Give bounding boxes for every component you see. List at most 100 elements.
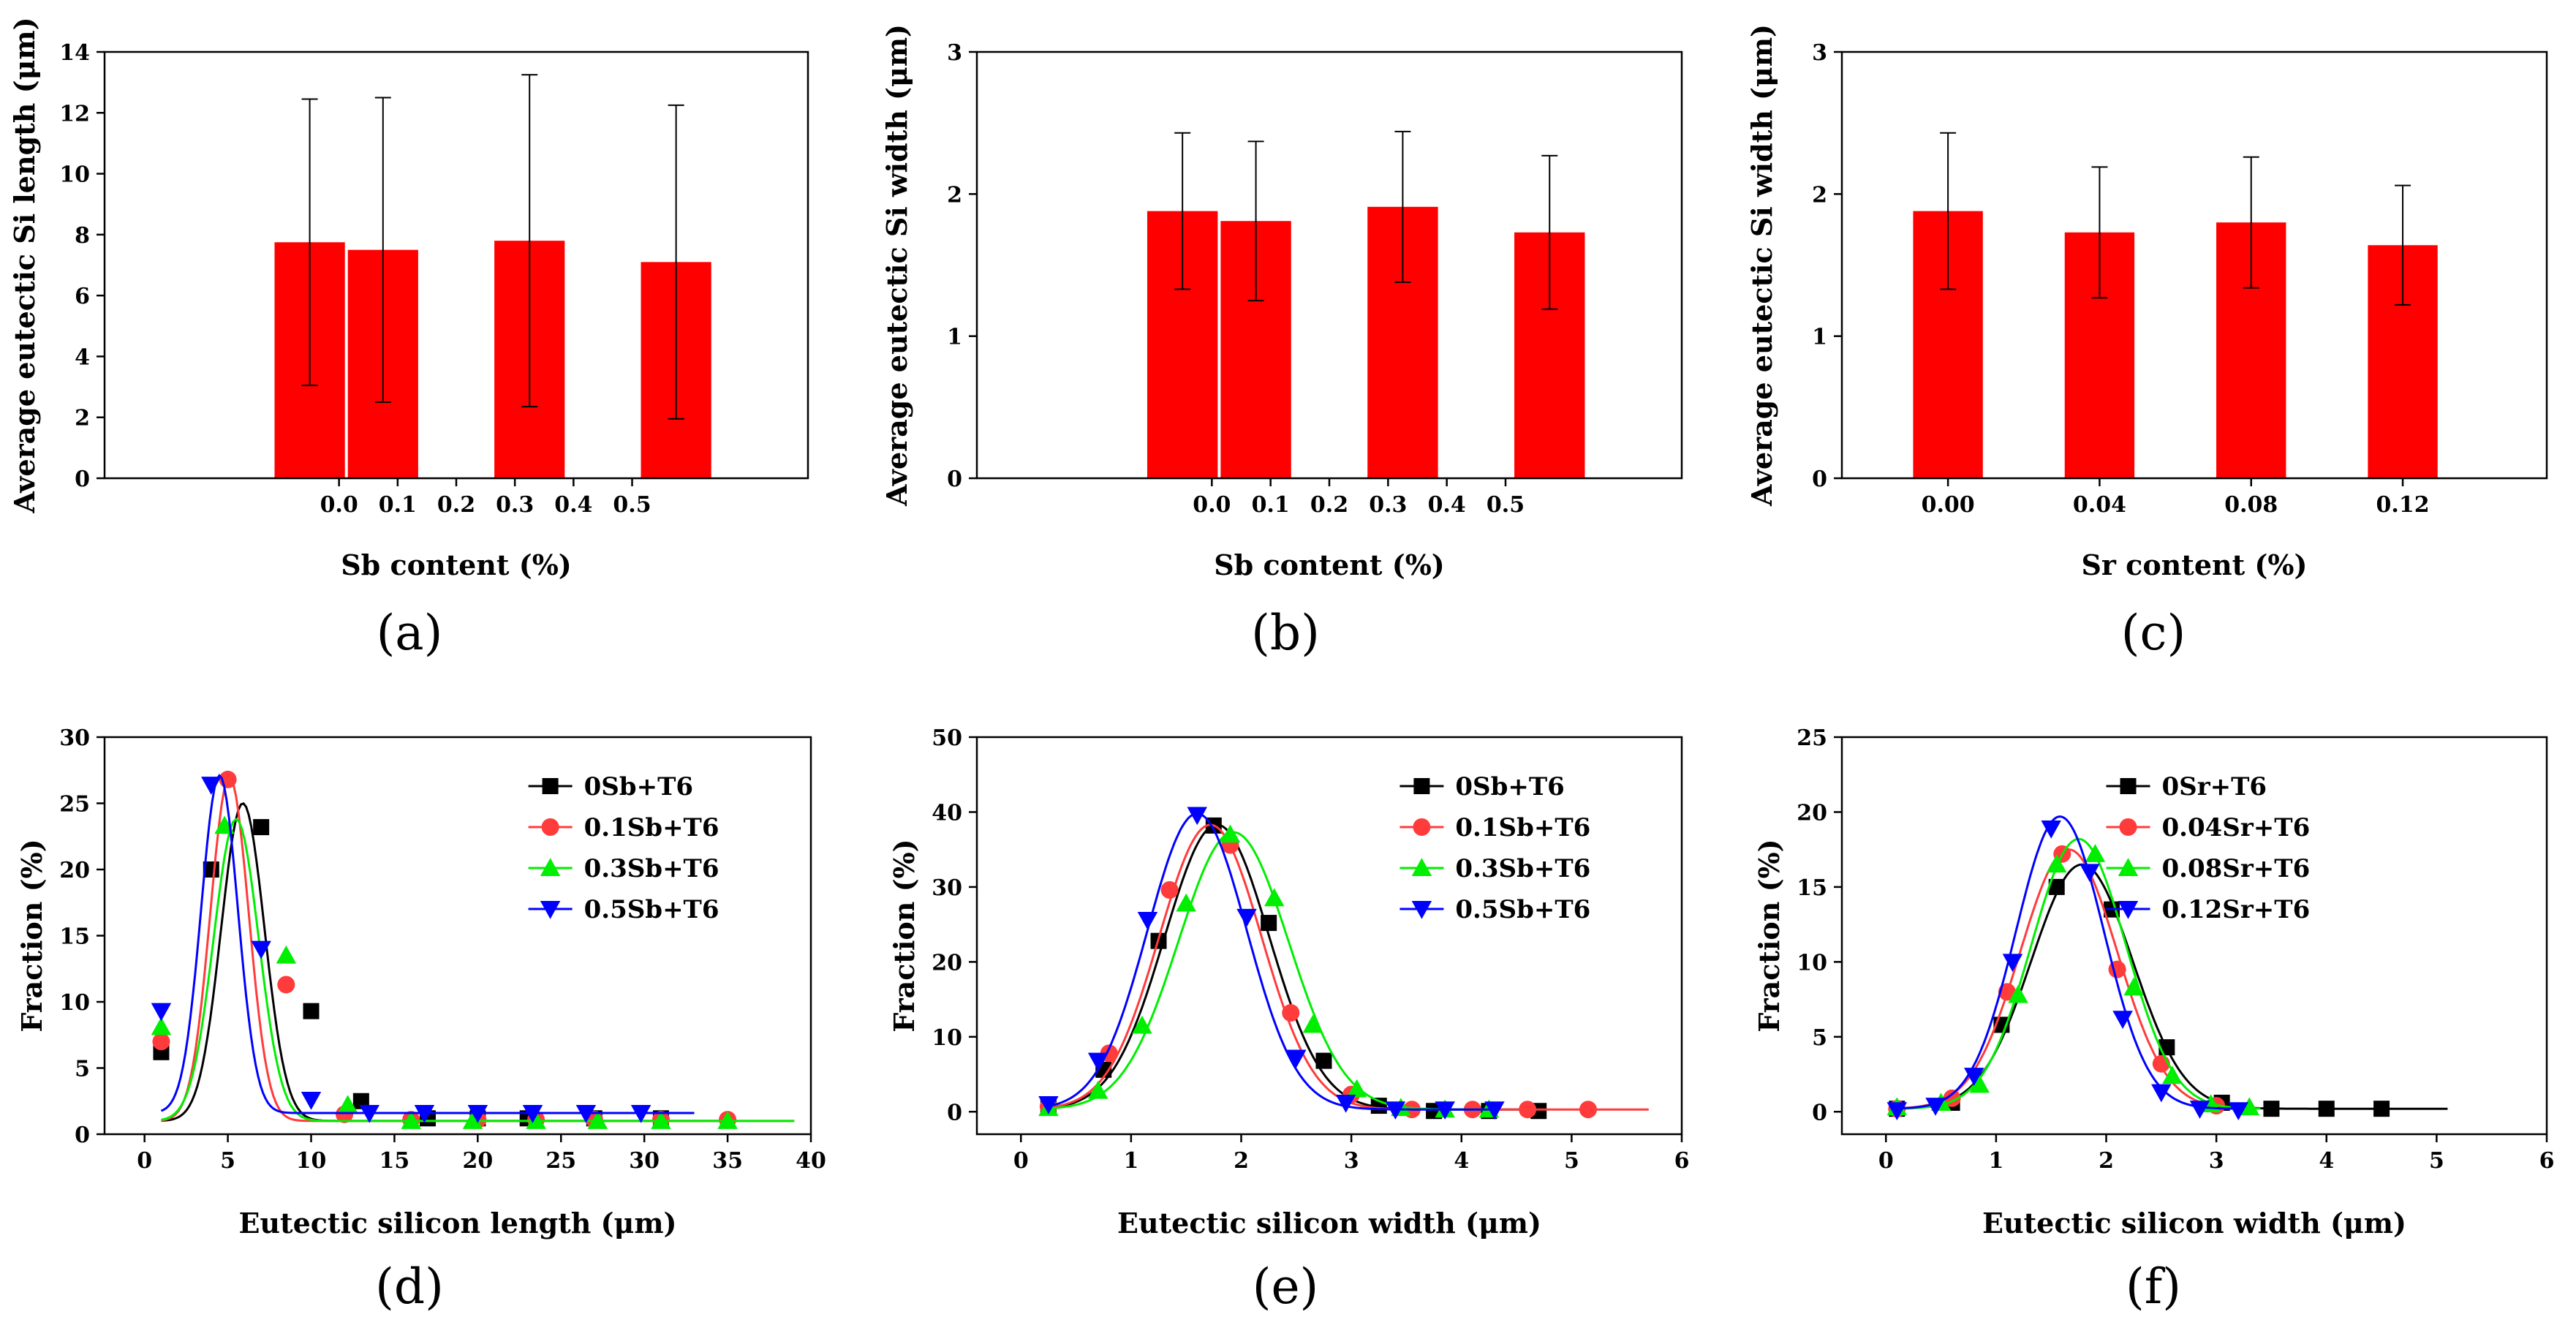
x-tick-label: 6: [1674, 1148, 1690, 1174]
data-point: [2046, 854, 2067, 873]
error-bar: [1394, 130, 1411, 283]
legend-label: 0.5Sb+T6: [1455, 895, 1590, 924]
x-tick-label: 0.12: [2376, 492, 2430, 518]
x-tick-label: 0: [1878, 1148, 1894, 1174]
data-point: [151, 1003, 172, 1022]
chart-panel-c: 0.00 0.04 0.08 0.12 0 1 2 3 Sr content (%) Averag…: [1745, 24, 2548, 661]
data-point: [1187, 807, 1207, 826]
data-point: [201, 777, 222, 795]
x-tick-label: 0.08: [2224, 492, 2278, 518]
y-tick-label: 5: [75, 1057, 90, 1082]
x-tick-label: 0.5: [1487, 492, 1525, 518]
x-tick-label: 0.04: [2073, 492, 2126, 518]
y-tick-label: 50: [932, 725, 962, 751]
legend-label: 0.1Sb+T6: [584, 813, 719, 842]
legend-marker: [540, 858, 561, 876]
data-point: [2002, 954, 2023, 973]
series-0.12Sr+T6: [1886, 815, 2248, 1120]
panel-label: (b): [1251, 605, 1320, 661]
data-point: [1435, 1101, 1455, 1120]
x-tick-label: 0.4: [1428, 492, 1466, 518]
plot-frame: [1840, 50, 2548, 480]
data-point: [2162, 1065, 2183, 1084]
legend-label: 0.04Sr+T6: [2162, 813, 2311, 842]
x-tick-label: 6: [2539, 1148, 2555, 1174]
y-tick-label: 15: [1797, 875, 1827, 901]
data-point: [1282, 1004, 1300, 1022]
x-tick-label: 0.3: [1369, 492, 1407, 518]
data-point: [2228, 1102, 2248, 1120]
legend-label: 0.5Sb+T6: [584, 895, 719, 924]
legend-marker: [1411, 901, 1432, 919]
y-tick-label: 5: [1812, 1025, 1827, 1051]
data-point: [276, 945, 297, 964]
panel-label: (f): [2126, 1259, 2181, 1315]
plot-area: [1147, 130, 1585, 478]
legend-label: 0.12Sr+T6: [2162, 895, 2311, 924]
error-bar: [1174, 132, 1191, 290]
y-tick-label: 2: [75, 406, 90, 431]
y-tick-label: 10: [59, 162, 90, 188]
data-point: [2041, 820, 2061, 839]
error-bar: [2395, 184, 2411, 306]
x-tick-label: 0: [1013, 1148, 1029, 1174]
y-tick-label: 1: [947, 325, 962, 350]
data-point: [303, 1003, 320, 1019]
x-axis-label: Sb content (%): [1214, 548, 1445, 581]
plot-area: [1886, 815, 2448, 1120]
chart-panel-b: 0.0 0.1 0.2 0.3 0.4 0.5 0 1 2 3 Sb content (%) Aver…: [880, 24, 1683, 661]
plot-area: [1038, 807, 1649, 1120]
legend-marker: [1413, 778, 1430, 794]
legend-label: 0.08Sr+T6: [2162, 854, 2311, 883]
data-point: [1315, 1052, 1332, 1069]
x-tick-label: 4: [2319, 1148, 2334, 1174]
data-point: [1519, 1101, 1537, 1119]
legend-marker: [2120, 778, 2137, 794]
data-point: [401, 1111, 421, 1129]
y-axis-label: Fraction (%): [15, 839, 48, 1032]
y-tick-label: 0: [75, 1123, 90, 1148]
error-bar: [301, 98, 318, 386]
y-tick-label: 14: [59, 40, 90, 66]
data-point: [1964, 1068, 1984, 1086]
y-tick-label: 3: [947, 40, 962, 66]
y-tick-label: 10: [1797, 950, 1827, 976]
data-point: [1176, 893, 1196, 912]
x-tick-label: 0: [137, 1148, 152, 1174]
x-tick-label: 40: [796, 1148, 826, 1174]
y-axis-label: Average eutectic Si width (μm): [1745, 24, 1778, 507]
x-tick-label: 25: [545, 1148, 576, 1174]
y-tick-label: 15: [59, 924, 90, 950]
data-point: [717, 1111, 738, 1129]
legend-label: 0.1Sb+T6: [1455, 813, 1590, 842]
legend-marker: [1413, 818, 1431, 836]
legend-label: 0Sb+T6: [1455, 772, 1564, 801]
data-point: [1925, 1098, 1946, 1116]
y-tick-label: 0: [947, 1100, 962, 1125]
data-point: [651, 1111, 671, 1129]
data-point: [1264, 888, 1285, 907]
y-tick-label: 3: [1812, 40, 1827, 66]
data-point: [575, 1105, 597, 1123]
y-tick-label: 20: [59, 858, 90, 883]
data-point: [2048, 878, 2065, 895]
fit-curve: [1048, 812, 1495, 1111]
error-bar: [1247, 140, 1264, 302]
x-axis-label: Eutectic silicon length (μm): [238, 1207, 676, 1240]
data-point: [1302, 1014, 1323, 1033]
error-bar: [668, 104, 684, 420]
data-point: [1160, 881, 1179, 899]
series-0.5Sb+T6: [151, 774, 695, 1123]
plot-frame: [975, 736, 1683, 1136]
x-tick-label: 2: [2099, 1148, 2114, 1174]
data-point: [414, 1105, 435, 1123]
plot-area: [274, 74, 711, 478]
fit-curve: [1897, 815, 2239, 1110]
y-tick-label: 2: [947, 182, 962, 208]
data-point: [359, 1105, 379, 1123]
x-tick-label: 5: [1564, 1148, 1579, 1174]
x-tick-label: 5: [220, 1148, 235, 1174]
error-bar: [521, 74, 538, 408]
y-tick-label: 10: [59, 990, 90, 1016]
